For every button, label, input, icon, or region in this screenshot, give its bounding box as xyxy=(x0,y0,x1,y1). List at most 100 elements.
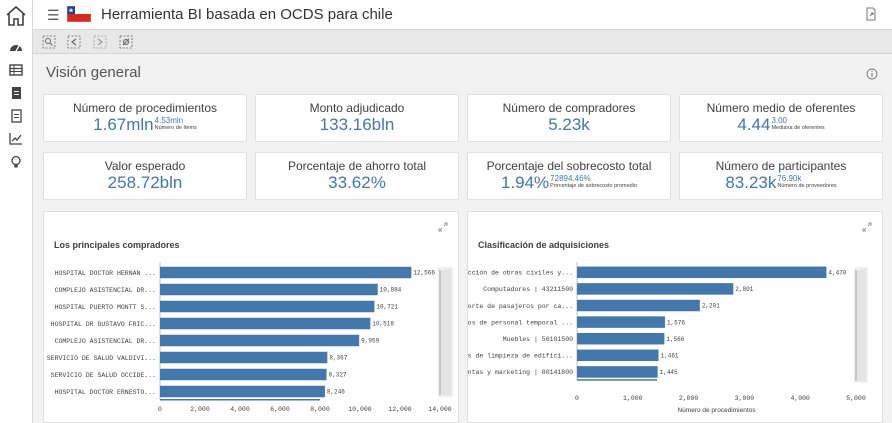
kpi-ahorro-total[interactable]: Porcentaje de ahorro total 33.62% xyxy=(255,152,459,200)
category-label[interactable]: Computadores | 43211500 xyxy=(483,286,573,293)
kpi-label: Monto adjudicado xyxy=(309,101,405,115)
bar[interactable] xyxy=(577,299,700,312)
chart-title: Clasificación de adquisiciones xyxy=(478,240,610,250)
kpi-value: 4.44 xyxy=(737,115,771,134)
x-tick-label: 2,000 xyxy=(679,395,699,402)
bar[interactable] xyxy=(577,366,658,378)
bar[interactable] xyxy=(160,266,412,279)
left-rail xyxy=(0,0,33,423)
category-label[interactable]: Ventas y marketing | 80141800 xyxy=(468,369,573,376)
kpi-medio-oferentes[interactable]: Número medio de oferentes 4.44 3.00 Medi… xyxy=(679,94,883,142)
home-icon[interactable] xyxy=(4,4,28,28)
category-label[interactable]: Servicios de limpieza de edifici... xyxy=(468,353,573,360)
kpi-compradores[interactable]: Número de compradores 5.23k xyxy=(467,94,671,142)
kpi-sobrecosto-total[interactable]: Porcentaje del sobrecosto total 1.94% 72… xyxy=(467,152,671,200)
category-label[interactable]: COMPLEJO ASISTENCIAL DR... xyxy=(55,287,156,294)
kpi-participantes[interactable]: Número de participantes 83.23k 76.90k Nú… xyxy=(679,152,883,200)
kpi-sub-label: Número de proveedores xyxy=(777,183,837,189)
category-label[interactable]: Transporte de pasajeros por ca... xyxy=(468,303,573,310)
category-label[interactable]: SERVICIO DE SALUD OCCIDE... xyxy=(51,372,156,379)
x-tick-label: 2,000 xyxy=(190,406,210,413)
sheet-title: Visión general xyxy=(46,64,141,81)
category-label[interactable]: HOSPITAL DOCTOR ERNESTO... xyxy=(55,389,156,396)
bar[interactable] xyxy=(577,283,734,295)
x-tick-label: 14,000 xyxy=(428,406,452,413)
expand-icon[interactable] xyxy=(862,222,872,232)
lightbulb-icon[interactable] xyxy=(8,155,24,169)
app-title: Herramienta BI basada en OCDS para chile xyxy=(101,6,393,23)
dashboard-icon[interactable] xyxy=(8,40,24,54)
kpi-label: Número de participantes xyxy=(715,159,847,173)
chart-line-icon[interactable] xyxy=(8,132,24,146)
x-tick-label: 4,000 xyxy=(230,406,250,413)
info-icon[interactable] xyxy=(866,68,878,80)
bar[interactable] xyxy=(160,351,328,364)
x-tick-label: 4,000 xyxy=(790,395,810,402)
x-tick-label: 3,000 xyxy=(735,395,755,402)
category-label[interactable]: Muebles | 56101500 xyxy=(503,336,573,343)
bar[interactable] xyxy=(160,300,375,313)
data-label: 9,959 xyxy=(361,338,379,345)
kpi-label: Porcentaje del sobrecosto total xyxy=(486,159,652,173)
chart-panel-compradores[interactable]: Los principales compradores HOSPITAL DOC… xyxy=(43,211,459,423)
data-label: 8,246 xyxy=(327,389,345,396)
chart-title: Los principales compradores xyxy=(54,240,180,250)
kpi-label: Porcentaje de ahorro total xyxy=(287,159,427,173)
menu-icon[interactable]: ☰ xyxy=(47,7,60,23)
x-tick-label: 6,000 xyxy=(270,406,290,413)
category-label[interactable]: HOSPITAL DOCTOR HERNAN ... xyxy=(55,270,156,277)
step-back-icon[interactable] xyxy=(67,35,81,49)
x-tick-label: 1,000 xyxy=(623,395,643,402)
kpi-value: 83.23k xyxy=(725,173,777,192)
form-icon[interactable] xyxy=(8,109,24,123)
data-label: 4,470 xyxy=(828,270,846,277)
x-tick-label: 10,000 xyxy=(348,406,372,413)
kpi-value: 1.67mln xyxy=(93,115,154,134)
kpi-label: Número medio de oferentes xyxy=(706,101,856,115)
bar[interactable] xyxy=(577,266,827,279)
data-label: 2,201 xyxy=(702,303,720,310)
category-label[interactable]: HOSPITAL PUERTO MONTT S... xyxy=(55,304,156,311)
bar[interactable] xyxy=(160,317,371,330)
step-forward-icon[interactable] xyxy=(93,35,107,49)
bar[interactable] xyxy=(160,385,325,398)
chart-panel-adquisiciones[interactable]: Clasificación de adquisiciones Construcc… xyxy=(467,211,883,423)
kpi-monto-adjudicado[interactable]: Monto adjudicado 133.16bln xyxy=(255,94,459,142)
data-label: 10,884 xyxy=(380,287,402,294)
category-label[interactable]: Construcción de obras civiles y... xyxy=(468,270,573,277)
bar-chart-adquisiciones: Construcción de obras civiles y... 4,470 C… xyxy=(468,262,868,414)
export-icon[interactable] xyxy=(864,7,878,21)
bar[interactable] xyxy=(577,332,665,345)
data-label: 2,801 xyxy=(735,286,753,293)
smart-search-icon[interactable] xyxy=(42,35,56,49)
x-axis-title: Número de procedimientos xyxy=(677,407,756,414)
kpi-sub-value: 3.00 xyxy=(771,116,788,125)
category-label[interactable]: COMPLEJO ASISTENCIAL DR... xyxy=(55,338,156,345)
chile-flag-icon xyxy=(67,6,91,22)
bar-chart-compradores: HOSPITAL DOCTOR HERNAN ... 12,566 COMPLEJO… xyxy=(47,262,453,413)
kpi-value: 258.72bln xyxy=(107,173,183,192)
category-label[interactable]: Servicios de personal temporal ... xyxy=(468,319,573,326)
data-label: 1,461 xyxy=(661,353,679,360)
minichart-shape xyxy=(856,269,866,381)
table-icon[interactable] xyxy=(8,63,24,77)
data-label: 1,566 xyxy=(666,336,684,343)
data-label: 1,576 xyxy=(667,319,685,326)
expand-icon[interactable] xyxy=(438,222,448,232)
kpi-valor-esperado[interactable]: Valor esperado 258.72bln xyxy=(43,152,247,200)
bar[interactable] xyxy=(577,316,665,328)
x-tick-label: 12,000 xyxy=(388,406,412,413)
category-label[interactable]: SERVICIO DE SALUD VALDIVI... xyxy=(47,355,156,362)
kpi-procedimientos[interactable]: Número de procedimientos 1.67mln 4.53mln… xyxy=(43,94,247,142)
bar[interactable] xyxy=(160,283,378,296)
bar[interactable] xyxy=(577,349,659,362)
kpi-sub-label: Mediana de oferentes xyxy=(771,125,825,131)
document-icon[interactable] xyxy=(8,86,24,100)
clear-selections-icon[interactable] xyxy=(119,35,133,49)
sheet: Visión general Número de procedimientos … xyxy=(36,56,888,423)
bar[interactable] xyxy=(160,368,327,381)
x-tick-label: 0 xyxy=(158,406,162,413)
category-label[interactable]: HOSPITAL DR GUSTAVO FRIC... xyxy=(51,321,156,328)
kpi-sub-value: 4.53mln xyxy=(154,116,184,125)
bar[interactable] xyxy=(160,334,360,347)
